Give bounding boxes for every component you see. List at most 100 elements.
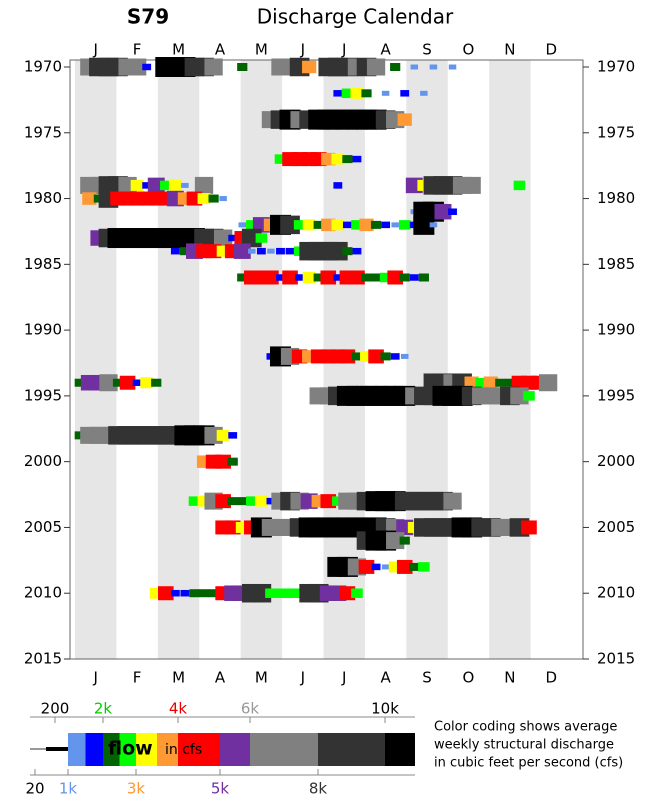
flow-mark (333, 182, 343, 189)
flow-mark (168, 179, 182, 191)
y-tick-label: 1970 (24, 58, 62, 76)
y2-tick-label: 2000 (597, 452, 635, 470)
flow-mark (386, 532, 405, 550)
flow-mark (215, 454, 231, 469)
legend-tick-label: 3k (127, 780, 146, 798)
y2-tick-label: 1970 (597, 58, 635, 76)
y-tick-label: 2005 (24, 518, 62, 536)
month-label-top: J (92, 41, 97, 59)
legend-swatch (136, 733, 157, 766)
flow-mark (228, 432, 238, 439)
flow-mark (351, 588, 363, 598)
month-label-bottom: D (546, 669, 558, 687)
month-label-bottom: J (300, 669, 305, 687)
flow-mark (358, 559, 375, 574)
flow-mark (418, 273, 429, 282)
flow-mark (448, 208, 457, 215)
y2-tick-label: 1980 (597, 189, 635, 207)
flow-mark (215, 494, 231, 509)
flow-mark (170, 589, 180, 597)
flow-mark (274, 154, 287, 164)
y2-tick-label: 1975 (597, 123, 635, 141)
y2-tick-label: 1985 (597, 255, 635, 273)
flow-mark (320, 270, 337, 285)
legend-swatch (178, 733, 220, 766)
flow-mark (219, 196, 227, 202)
legend-swatch (318, 733, 385, 766)
flow-mark (504, 378, 515, 387)
flow-mark (74, 431, 85, 440)
chart-subtitle: Discharge Calendar (257, 5, 454, 29)
legend-tick-label: 1k (59, 780, 78, 798)
legend-swatch (103, 733, 120, 766)
month-label-bottom: N (504, 669, 515, 687)
flow-mark (328, 241, 348, 261)
flow-mark (267, 248, 275, 254)
flow-mark (388, 561, 402, 573)
month-label-bottom: J (92, 669, 97, 687)
flow-mark (398, 220, 411, 230)
flow-mark (366, 58, 386, 76)
flow-mark (302, 271, 316, 283)
flow-mark (413, 214, 435, 235)
flow-mark (371, 563, 381, 571)
flow-mark (246, 496, 258, 506)
y-tick-label: 2000 (24, 452, 62, 470)
flow-mark (188, 496, 201, 506)
flow-mark (235, 521, 249, 533)
flow-mark (179, 247, 191, 256)
flow-mark (282, 270, 298, 285)
flow-mark (379, 272, 392, 283)
flow-mark (370, 273, 382, 282)
legend-tick-label: 5k (211, 780, 230, 798)
flow-mark (538, 374, 558, 392)
flow-mark (254, 495, 268, 507)
flow-mark (112, 378, 124, 387)
legend-swatch (85, 733, 103, 766)
y2-tick-label: 2015 (597, 650, 635, 668)
flow-mark (149, 587, 163, 599)
flow-mark (216, 429, 230, 441)
legend-tick-label: 4k (169, 700, 188, 718)
flow-mark (360, 350, 373, 362)
flow-mark (390, 63, 401, 71)
flow-mark (237, 63, 248, 71)
flow-mark (409, 274, 419, 281)
flow-mark (429, 64, 438, 70)
month-band (489, 60, 531, 659)
flow-mark (513, 180, 526, 191)
flow-mark (368, 349, 384, 364)
month-band (157, 60, 200, 659)
flow-mark (391, 222, 399, 228)
flow-mark (284, 588, 296, 598)
flow-mark (208, 589, 219, 598)
flow-mark (381, 90, 390, 96)
legend-tick-label: 10k (371, 700, 399, 718)
y2-tick-label: 2010 (597, 584, 635, 602)
month-label-bottom: S (422, 669, 432, 687)
flow-mark (140, 377, 154, 389)
chart-title: S79 (127, 5, 169, 29)
legend-swatch (157, 733, 178, 766)
flow-mark (409, 562, 420, 571)
flow-mark (420, 90, 428, 96)
flow-mark (181, 182, 189, 188)
month-band (406, 60, 448, 659)
legend-swatch (119, 733, 136, 766)
flow-mark (333, 274, 343, 281)
flow-mark (285, 247, 295, 255)
flow-mark (462, 176, 481, 194)
month-label-bottom: A (215, 669, 226, 687)
month-label-top: O (463, 41, 475, 59)
flow-mark (160, 180, 172, 191)
legend-tick-label: 20 (25, 780, 44, 798)
y2-tick-label: 1995 (597, 386, 635, 404)
flow-mark (227, 497, 238, 506)
month-label-bottom: M (172, 669, 185, 687)
legend-tick-label: 2k (94, 700, 113, 718)
flow-mark (341, 88, 354, 99)
flow-mark (170, 247, 180, 255)
flow-mark (380, 352, 391, 361)
legend-unit: in cfs (165, 742, 202, 758)
flow-mark (399, 273, 410, 282)
